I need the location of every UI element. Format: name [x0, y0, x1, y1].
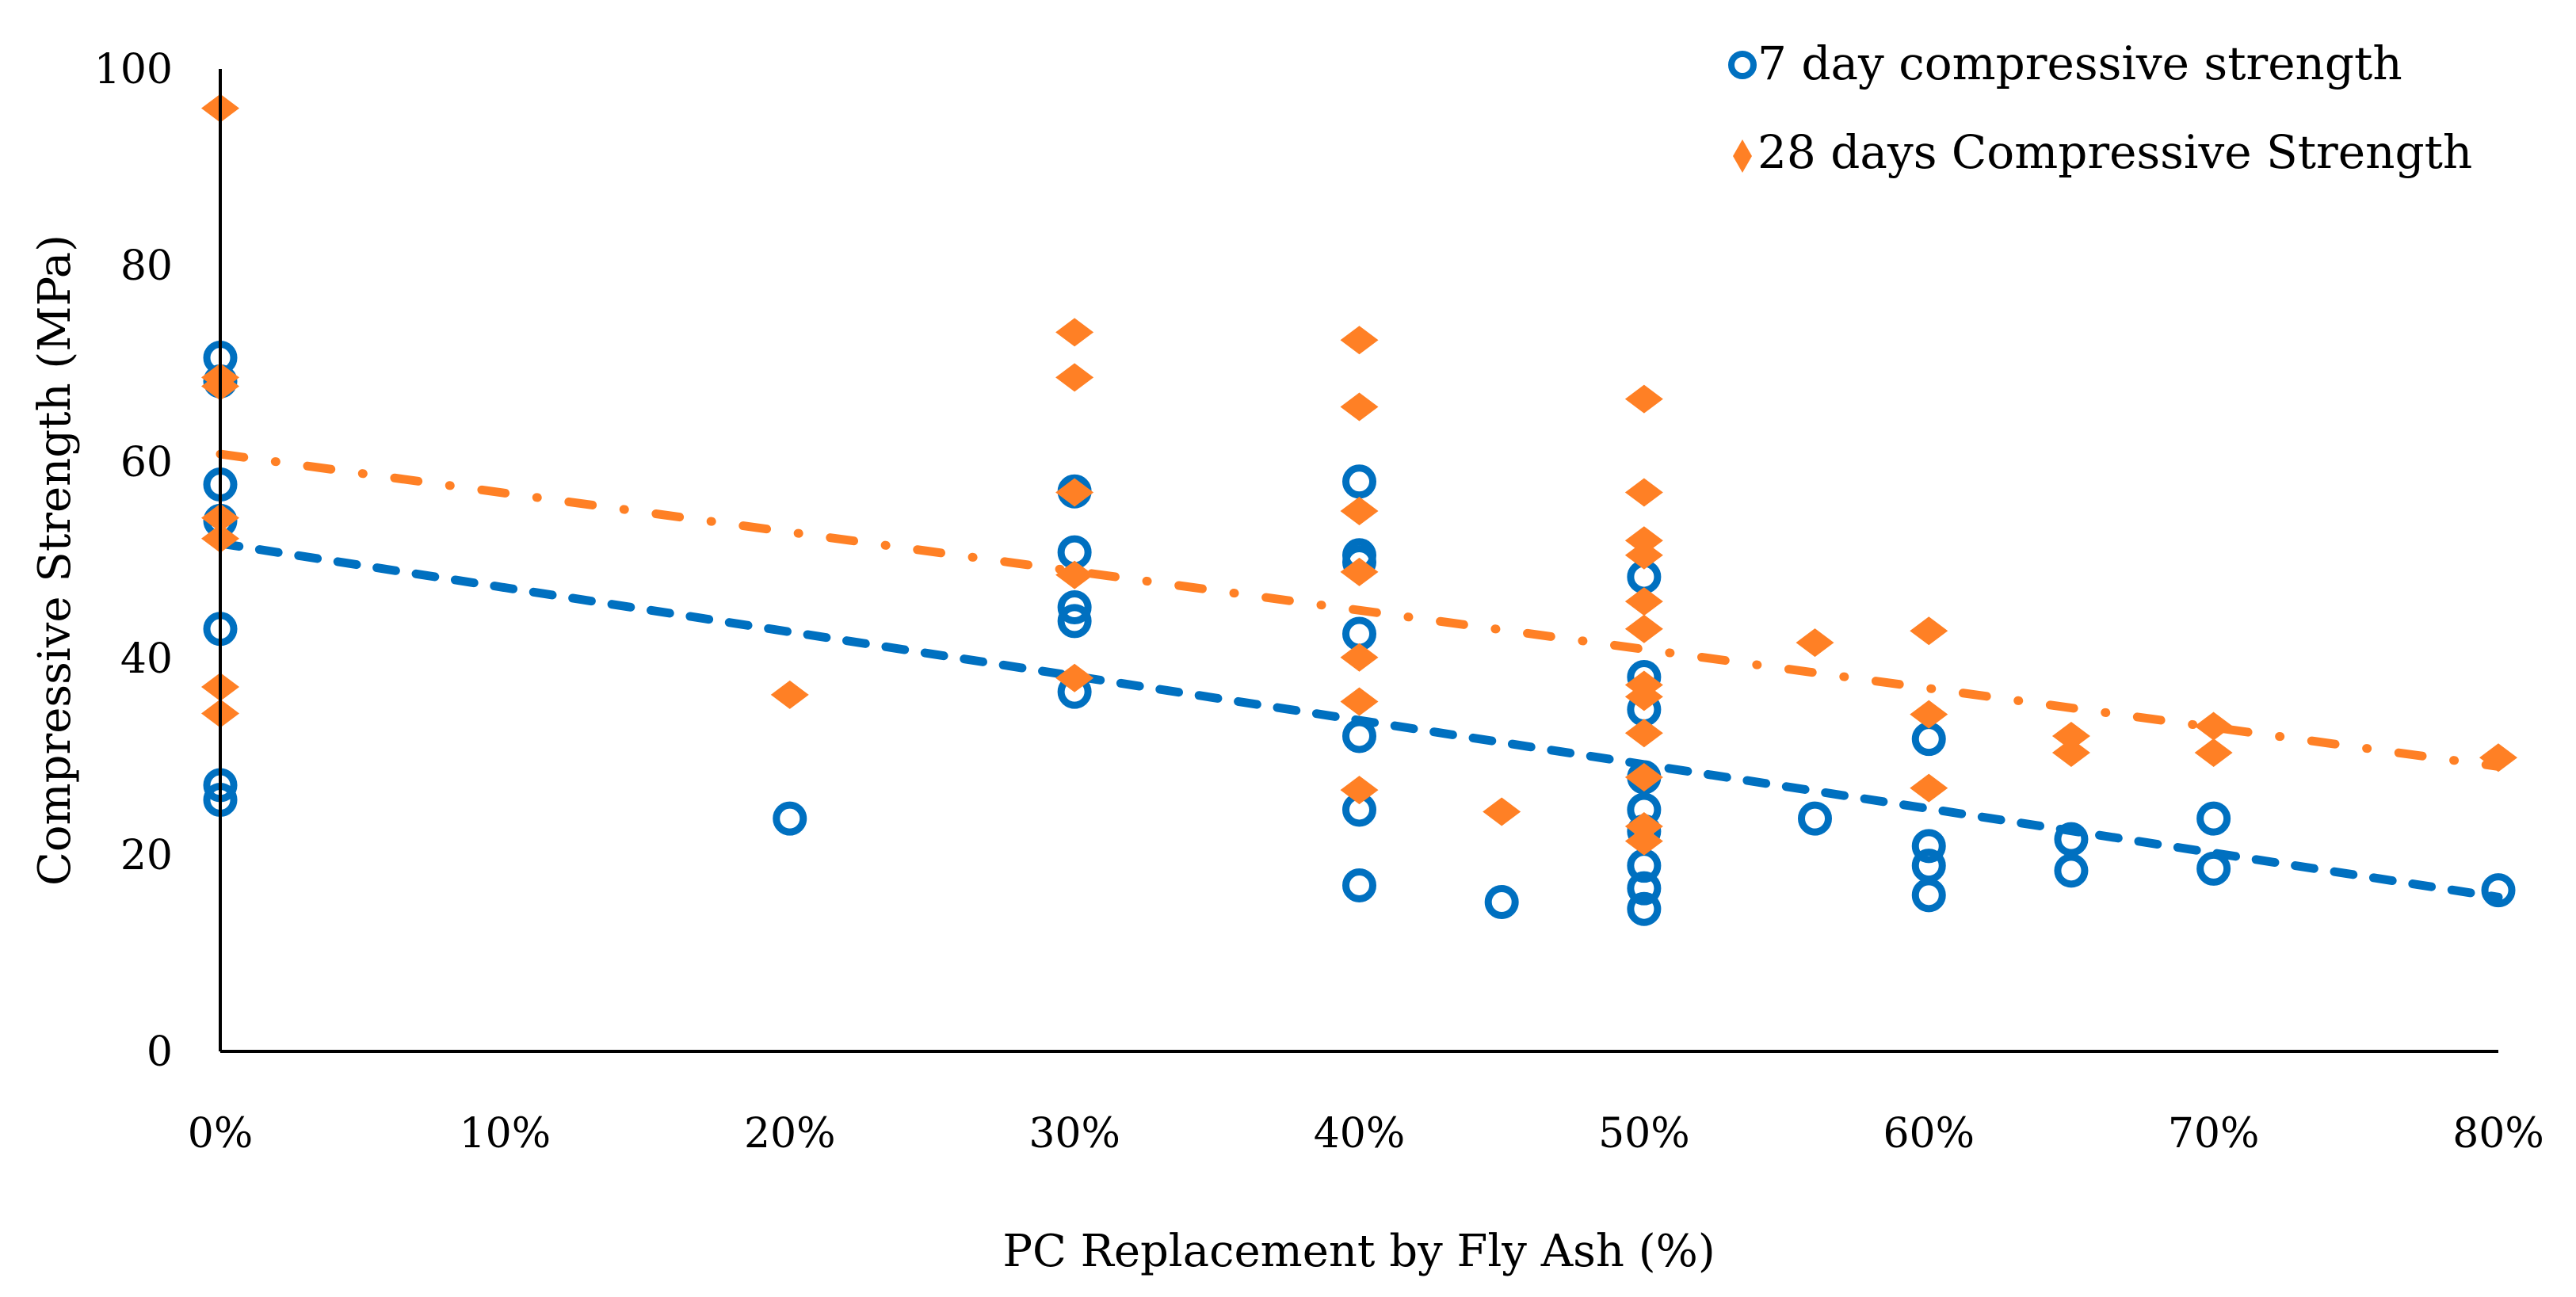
- point-7day: [1911, 878, 1946, 913]
- legend-label-28day: 28 days Compressive Strength: [1757, 125, 2472, 179]
- point-28day: [2194, 738, 2233, 768]
- point-7day: [1342, 868, 1376, 902]
- x-tick-label: 70%: [2168, 1110, 2260, 1158]
- x-tick-labels: 0% 10% 20% 30% 40% 50% 60% 70% 80%: [188, 1110, 2544, 1158]
- point-28day: [1055, 318, 1094, 347]
- point-28day: [1624, 812, 1663, 841]
- y-tick-label: 80: [120, 242, 173, 290]
- y-tick-label: 0: [147, 1028, 173, 1076]
- y-tick-label: 40: [120, 635, 173, 683]
- point-28day: [1624, 478, 1663, 507]
- point-7day: [2196, 851, 2231, 886]
- point-7day: [2054, 822, 2089, 856]
- point-28day: [1910, 700, 1948, 729]
- point-7day: [1798, 801, 1832, 836]
- point-28day: [2194, 711, 2233, 741]
- legend-marker-7day: [1728, 51, 1757, 79]
- x-tick-label: 80%: [2452, 1110, 2544, 1158]
- point-28day: [1624, 719, 1663, 748]
- point-7day: [2196, 801, 2231, 836]
- x-tick-label: 20%: [744, 1110, 836, 1158]
- point-28day: [1624, 682, 1663, 711]
- point-28day: [2051, 738, 2090, 768]
- point-7day: [1627, 871, 1662, 906]
- legend: 7 day compressive strength 28 days Compr…: [1728, 36, 2472, 179]
- y-tick-labels: 0 20 40 60 80 100: [94, 46, 173, 1076]
- point-7day: [1057, 590, 1092, 625]
- x-tick-label: 0%: [188, 1110, 254, 1158]
- point-28day: [1910, 616, 1948, 646]
- point-28day: [1055, 478, 1094, 507]
- point-28day: [1624, 384, 1663, 414]
- x-axis-title: PC Replacement by Fly Ash (%): [1002, 1226, 1715, 1277]
- point-28day: [1340, 643, 1379, 672]
- point-28day: [1055, 663, 1094, 692]
- point-28day: [1624, 614, 1663, 643]
- legend-marker-28day: [1733, 139, 1752, 173]
- point-28day: [1055, 560, 1094, 589]
- point-7day: [1484, 885, 1519, 920]
- point-7day: [2054, 853, 2089, 888]
- point-7day: [2481, 873, 2516, 908]
- point-28day: [2051, 721, 2090, 750]
- point-28day: [1624, 540, 1663, 570]
- data-points: [201, 93, 2517, 926]
- point-7day: [1911, 722, 1946, 757]
- point-28day: [1624, 526, 1663, 555]
- y-axis-title: Compressive Strength (MPa): [29, 235, 81, 886]
- point-28day: [1340, 687, 1379, 716]
- point-7day: [1911, 829, 1946, 864]
- point-28day: [1340, 557, 1379, 586]
- point-28day: [2479, 743, 2517, 772]
- x-tick-label: 10%: [460, 1110, 551, 1158]
- x-tick-label: 50%: [1598, 1110, 1690, 1158]
- point-7day: [1057, 604, 1092, 639]
- point-28day: [1796, 628, 1834, 658]
- point-7day: [1342, 464, 1376, 499]
- x-tick-label: 60%: [1883, 1110, 1975, 1158]
- point-28day: [1340, 392, 1379, 422]
- x-tick-label: 30%: [1028, 1110, 1120, 1158]
- point-7day: [1342, 719, 1376, 753]
- point-28day: [1340, 776, 1379, 805]
- legend-label-7day: 7 day compressive strength: [1757, 36, 2402, 90]
- point-28day: [1624, 763, 1663, 792]
- point-28day: [1624, 826, 1663, 856]
- point-28day: [1910, 773, 1948, 803]
- point-28day: [1483, 797, 1521, 826]
- trendline-28day: [216, 449, 2503, 771]
- x-tick-label: 40%: [1314, 1110, 1406, 1158]
- point-7day: [1627, 891, 1662, 926]
- y-tick-label: 20: [120, 832, 173, 879]
- point-28day: [1624, 587, 1663, 616]
- y-tick-label: 60: [120, 439, 173, 486]
- point-28day: [770, 680, 809, 709]
- point-7day: [773, 801, 807, 836]
- y-tick-label: 100: [94, 46, 173, 93]
- point-28day: [1340, 326, 1379, 355]
- point-28day: [1055, 363, 1094, 392]
- point-28day: [1340, 497, 1379, 525]
